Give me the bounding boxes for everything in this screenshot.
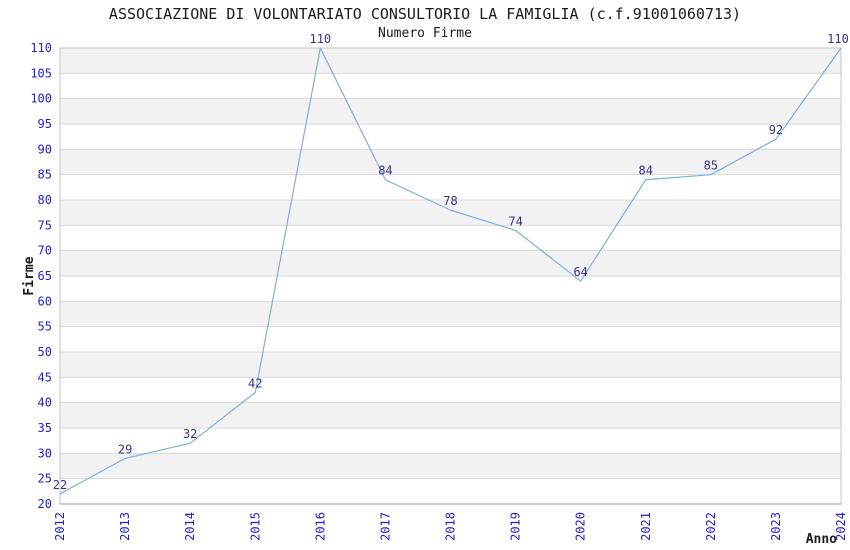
plot-band bbox=[60, 453, 841, 479]
x-axis-title: Anno bbox=[806, 532, 837, 547]
data-point-label: 92 bbox=[769, 123, 783, 137]
y-tick-label: 85 bbox=[38, 168, 52, 182]
y-axis-title: Firme bbox=[22, 256, 37, 295]
x-tick-label: 2016 bbox=[313, 512, 327, 541]
y-tick-label: 80 bbox=[38, 193, 52, 207]
y-tick-label: 90 bbox=[38, 142, 52, 156]
y-tick-label: 95 bbox=[38, 117, 52, 131]
y-tick-label: 30 bbox=[38, 446, 52, 460]
data-point-label: 22 bbox=[53, 478, 67, 492]
series-line bbox=[59, 47, 842, 495]
data-point-label: 84 bbox=[639, 164, 653, 178]
y-tick-label: 100 bbox=[30, 92, 52, 106]
y-tick-label: 20 bbox=[38, 497, 52, 511]
y-tick-label: 55 bbox=[38, 320, 52, 334]
plot-band bbox=[60, 352, 841, 378]
x-tick-label: 2020 bbox=[574, 512, 588, 541]
plot-band bbox=[60, 48, 841, 74]
y-tick-label: 75 bbox=[38, 218, 52, 232]
y-tick-label: 50 bbox=[38, 345, 52, 359]
x-tick-label: 2018 bbox=[444, 512, 458, 541]
y-tick-label: 40 bbox=[38, 396, 52, 410]
plot-band bbox=[60, 149, 841, 175]
x-tick-label: 2014 bbox=[183, 512, 197, 541]
plot-band bbox=[60, 98, 841, 124]
x-tick-label: 2022 bbox=[704, 512, 718, 541]
data-point-label: 64 bbox=[573, 265, 587, 279]
data-point-label: 78 bbox=[443, 194, 457, 208]
data-point-label: 29 bbox=[118, 442, 132, 456]
plot-band bbox=[60, 200, 841, 226]
plot-band bbox=[60, 402, 841, 428]
y-tick-label: 105 bbox=[30, 66, 52, 80]
data-point-label: 74 bbox=[508, 214, 522, 228]
x-tick-label: 2023 bbox=[769, 512, 783, 541]
x-tick-label: 2017 bbox=[378, 512, 392, 541]
y-tick-label: 45 bbox=[38, 370, 52, 384]
data-point-label: 110 bbox=[827, 32, 849, 46]
x-tick-label: 2012 bbox=[53, 512, 67, 541]
x-tick-label: 2013 bbox=[118, 512, 132, 541]
y-tick-label: 110 bbox=[30, 41, 52, 55]
x-tick-label: 2024 bbox=[834, 512, 848, 541]
data-point-label: 85 bbox=[704, 159, 718, 173]
chart-subtitle: Numero Firme bbox=[378, 26, 472, 41]
plot-band bbox=[60, 301, 841, 327]
x-tick-label: 2015 bbox=[248, 512, 262, 541]
x-tick-label: 2019 bbox=[509, 512, 523, 541]
chart-title: ASSOCIAZIONE DI VOLONTARIATO CONSULTORIO… bbox=[108, 5, 742, 23]
y-tick-label: 70 bbox=[38, 244, 52, 258]
data-point-label: 32 bbox=[183, 427, 197, 441]
data-point-label: 84 bbox=[378, 164, 392, 178]
plot-band bbox=[60, 250, 841, 276]
data-point-label: 42 bbox=[248, 377, 262, 391]
y-tick-label: 35 bbox=[38, 421, 52, 435]
y-tick-label: 65 bbox=[38, 269, 52, 283]
x-tick-label: 2021 bbox=[639, 512, 653, 541]
y-tick-label: 60 bbox=[38, 294, 52, 308]
y-tick-label: 25 bbox=[38, 472, 52, 486]
data-point-label: 110 bbox=[309, 32, 331, 46]
